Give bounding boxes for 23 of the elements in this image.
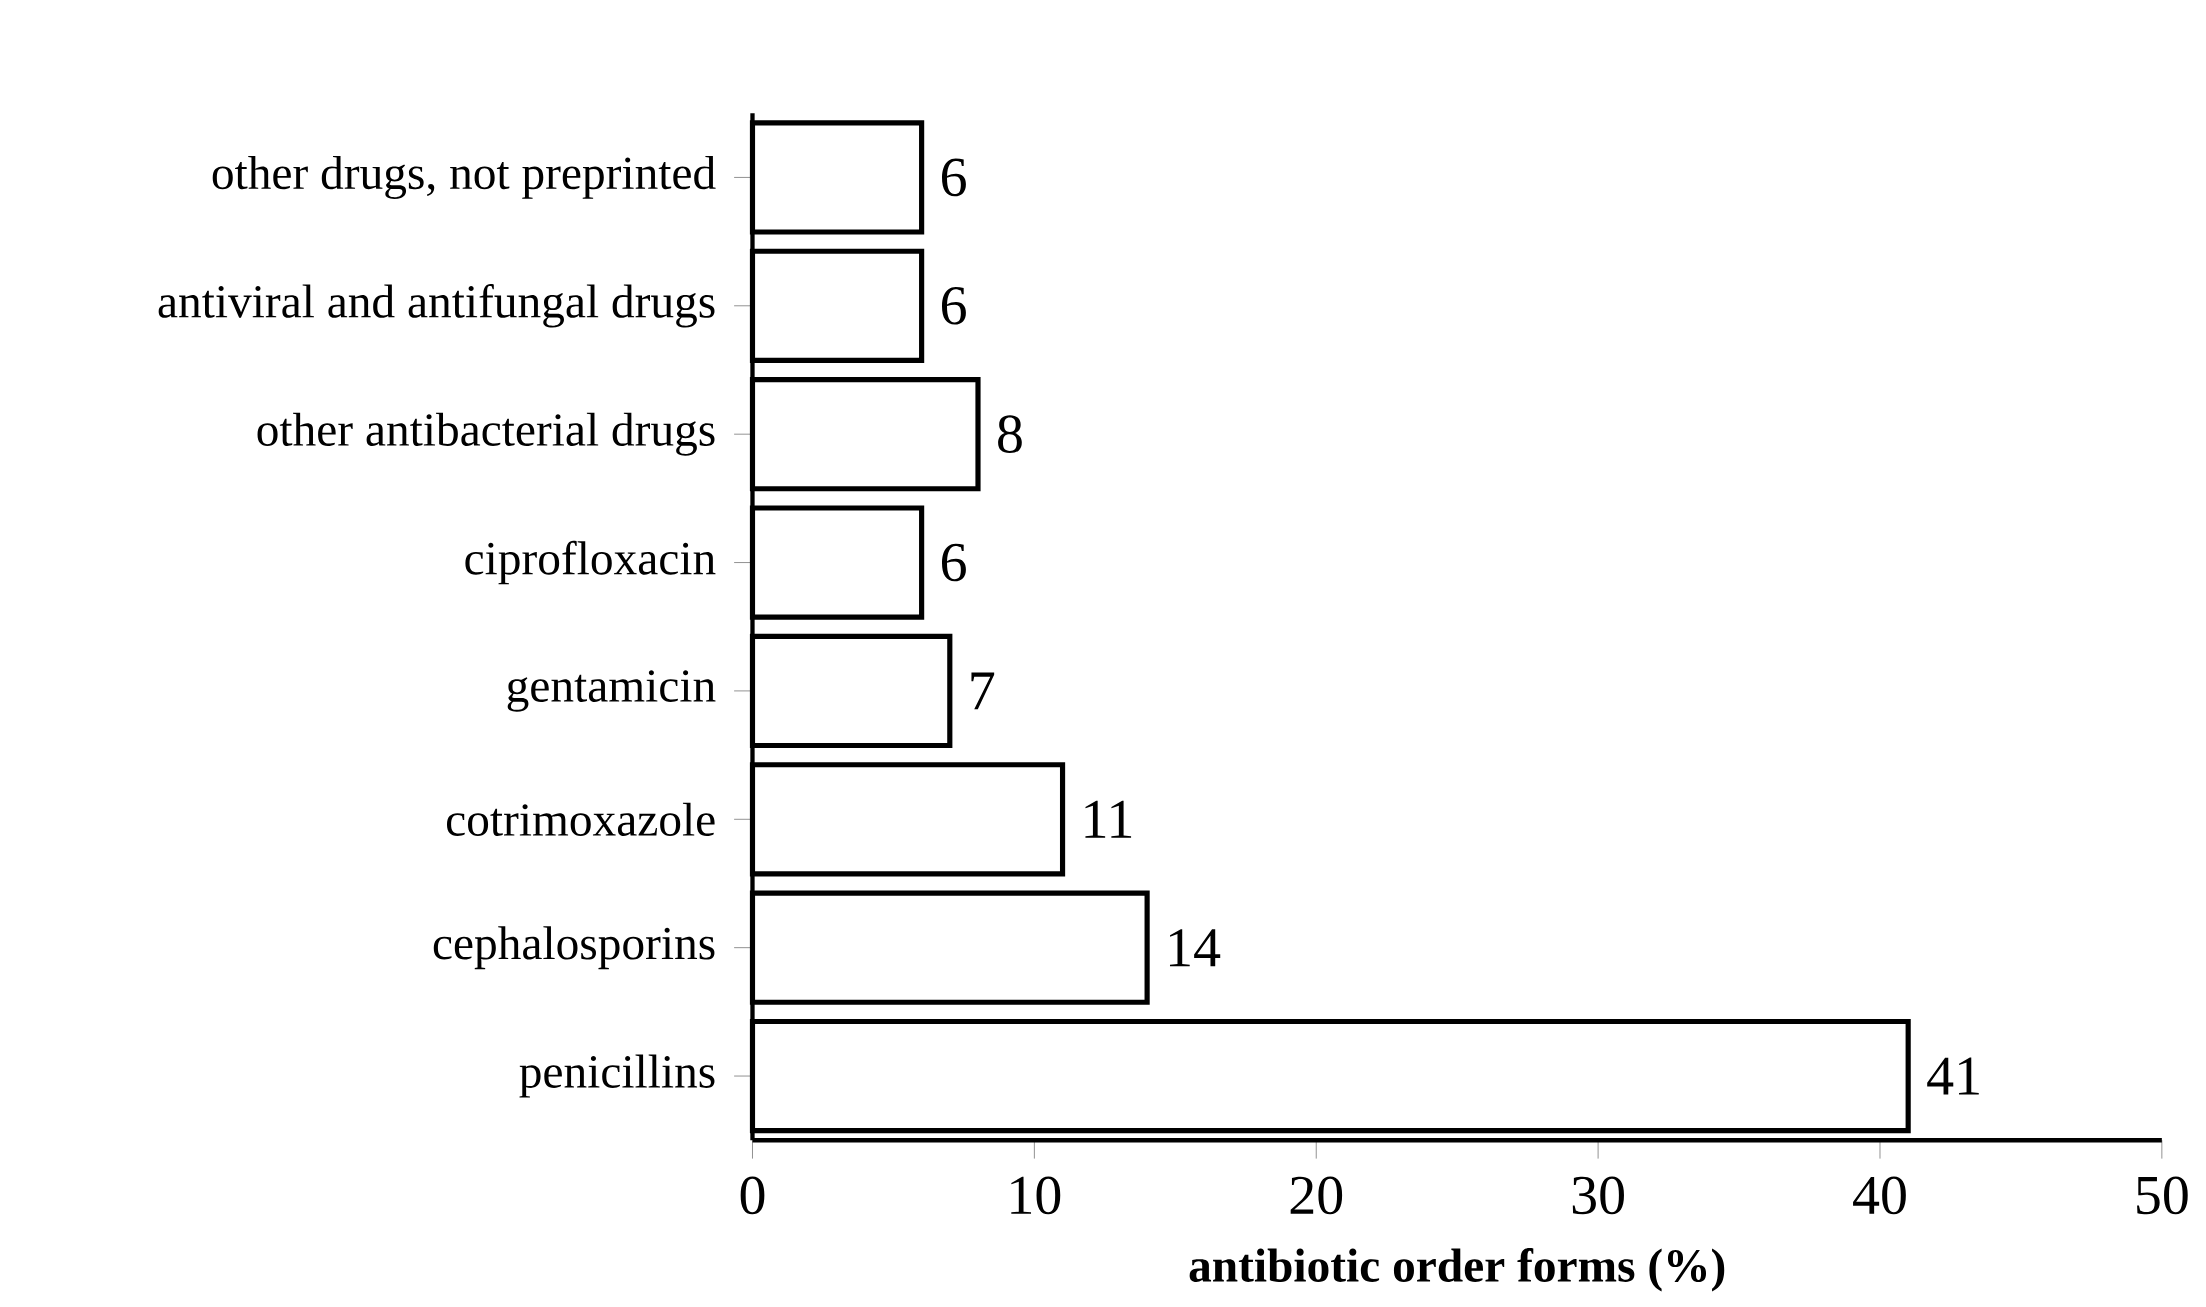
x-tick-label: 0 [740,1176,765,1215]
data-label: 11 [1085,800,1132,838]
y-tick-label: other drugs, not preprinted [212,155,716,199]
data-label: 41 [1927,1057,1979,1095]
data-label: 6 [941,158,966,197]
y-tick-label: other antibacterial drugs [257,412,715,456]
x-tick-label: 50 [2137,1176,2188,1215]
y-tick-label: antiviral and antifungal drugs [158,283,715,328]
y-tick-label: gentamicin [507,669,716,712]
y-tick-label: penicillins [519,1054,715,1098]
x-axis-title: antibiotic order forms (%) [1189,1247,1725,1292]
data-label: 14 [1169,929,1221,966]
y-tick-label: ciprofloxacin [465,540,716,585]
x-tick-label: 20 [1290,1176,1343,1215]
x-tick-label: 30 [1572,1176,1624,1215]
y-tick-label: cephalosporins [433,926,715,969]
x-tick-label: 40 [1853,1176,1906,1215]
y-tick-label: cotrimoxazole [446,802,715,836]
data-label: 7 [971,672,995,710]
data-label: 6 [941,543,966,582]
data-label: 6 [941,286,966,325]
data-label: 8 [998,415,1022,453]
x-tick-label: 10 [1011,1176,1061,1215]
